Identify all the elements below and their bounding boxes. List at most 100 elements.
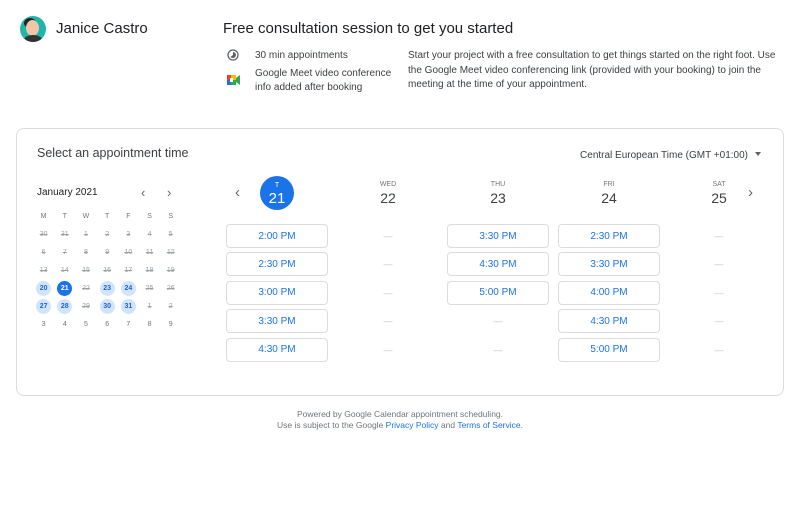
calendar-day: 3: [126, 230, 131, 238]
weekday-header: S: [147, 212, 152, 220]
calendar-day[interactable]: 30: [99, 298, 115, 314]
selected-day: T 21: [260, 176, 294, 210]
no-slot: —: [493, 344, 503, 355]
time-slot-list: — — — — —: [668, 224, 770, 366]
weekday-header: S: [168, 212, 174, 220]
calendar-day: 8: [84, 248, 88, 256]
time-slot-button[interactable]: 2:30 PM: [226, 252, 328, 277]
calendar-day: 2: [105, 230, 110, 238]
time-slot-button[interactable]: 3:00 PM: [226, 280, 328, 305]
calendar-day: 5: [84, 320, 88, 328]
footer: Powered by Google Calendar appointment s…: [276, 409, 523, 430]
no-slot: —: [383, 287, 393, 298]
time-slot-button[interactable]: 3:30 PM: [447, 224, 549, 248]
no-slot: —: [493, 316, 503, 327]
day-header: SAT 25: [668, 181, 770, 206]
privacy-policy-link[interactable]: Privacy Policy: [385, 420, 439, 430]
calendar-day: 13: [39, 266, 48, 274]
calendar-day: 22: [82, 284, 90, 292]
calendar-day: 31: [60, 230, 69, 238]
no-slot: —: [383, 316, 393, 327]
calendar-day: 3: [41, 320, 46, 328]
timezone-select[interactable]: Central European Time (GMT +01:00): [580, 150, 761, 161]
day-header: WED 22: [337, 181, 439, 206]
calendar-day: 11: [145, 248, 154, 256]
no-slot: —: [714, 344, 724, 355]
calendar-day: 19: [166, 266, 175, 274]
day-number: 23: [490, 190, 506, 206]
day-of-week: THU: [490, 181, 506, 188]
day-number: 22: [380, 190, 396, 206]
time-slot-list: 3:30 PM 4:30 PM 5:00 PM — —: [447, 224, 549, 366]
day-header: T 21: [252, 176, 302, 211]
no-slot: —: [383, 259, 393, 270]
weekday-header: T: [105, 212, 110, 220]
event-description: Start your project with a free consultat…: [408, 50, 776, 90]
calendar-day: 26: [166, 284, 175, 292]
calendar-day: 8: [147, 320, 152, 328]
day-header: FRI 24: [558, 181, 660, 206]
time-slot-button[interactable]: 4:30 PM: [226, 337, 328, 362]
day-number: 21: [268, 190, 286, 207]
calendar-day: 12: [166, 248, 175, 256]
calendar-day: 1: [84, 230, 88, 238]
time-slot-button[interactable]: 4:00 PM: [558, 280, 660, 305]
weekday-header: T: [62, 212, 67, 220]
prev-month-button[interactable]: ‹: [141, 185, 146, 200]
day-of-week: T: [274, 182, 280, 189]
prev-week-button[interactable]: ‹: [235, 184, 240, 201]
time-slot-button[interactable]: 4:30 PM: [558, 309, 660, 334]
next-month-button[interactable]: ›: [167, 185, 172, 200]
weekday-header: W: [82, 212, 90, 220]
time-slot-button[interactable]: 2:00 PM: [226, 224, 328, 248]
no-slot: —: [714, 231, 724, 241]
calendar-day[interactable]: 31: [120, 298, 136, 314]
calendar-day: 15: [82, 266, 90, 274]
time-slot-list: — — — — —: [337, 224, 439, 366]
calendar-day: 6: [105, 320, 110, 328]
host-name: Janice Castro: [56, 20, 148, 37]
section-heading: Select an appointment time: [37, 146, 189, 160]
time-slot-button[interactable]: 3:30 PM: [558, 252, 660, 277]
calendar-day: 25: [145, 284, 154, 292]
duration: 30 min appointments: [255, 50, 348, 61]
terms-link[interactable]: Terms of Service: [457, 420, 521, 430]
time-slot-list: 2:00 PM 2:30 PM 3:00 PM 3:30 PM 4:30 PM: [226, 224, 328, 366]
no-slot: —: [714, 287, 724, 298]
calendar-day[interactable]: 24: [120, 280, 136, 296]
time-slot-button[interactable]: 3:30 PM: [226, 309, 328, 334]
time-slot-button[interactable]: 5:00 PM: [558, 337, 660, 362]
no-slot: —: [383, 344, 393, 355]
calendar-day: 6: [41, 248, 46, 256]
day-of-week: WED: [379, 181, 397, 188]
mini-calendar: M T W T F S S 30 31 1 2 3 4 5 6 7 8 9 10 11 12 13 14 15 16 17 18 19…: [33, 207, 181, 333]
calendar-day[interactable]: 28: [57, 298, 73, 314]
google-meet-icon: [227, 75, 240, 85]
calendar-day: 18: [145, 266, 154, 274]
time-slot-button[interactable]: 2:30 PM: [558, 224, 660, 248]
calendar-day: 30: [39, 230, 48, 238]
calendar-day[interactable]: 20: [36, 280, 52, 296]
calendar-day: 2: [168, 302, 173, 310]
avatar: [20, 16, 46, 42]
day-of-week: FRI: [603, 181, 615, 188]
conference-info: Google Meet video conference info added a…: [255, 68, 392, 93]
event-title: Free consultation session to get you sta…: [223, 20, 514, 37]
calendar-day[interactable]: 27: [36, 298, 52, 314]
day-number: 25: [711, 190, 727, 206]
calendar-day[interactable]: 21: [57, 280, 73, 296]
weekday-header: F: [126, 212, 131, 220]
day-header: THU 23: [447, 181, 549, 206]
calendar-day: 1: [147, 302, 152, 310]
time-slot-button[interactable]: 4:30 PM: [447, 252, 549, 277]
no-slot: —: [383, 231, 393, 241]
calendar-day: 4: [147, 230, 152, 238]
calendar-day: 4: [62, 320, 67, 328]
calendar-day: 14: [60, 266, 69, 274]
calendar-day[interactable]: 23: [99, 280, 115, 296]
calendar-day: 7: [126, 320, 131, 328]
next-week-button[interactable]: ›: [748, 184, 753, 201]
time-slot-button[interactable]: 5:00 PM: [447, 280, 549, 305]
weekday-header: M: [40, 212, 47, 220]
calendar-day: 29: [82, 302, 90, 310]
